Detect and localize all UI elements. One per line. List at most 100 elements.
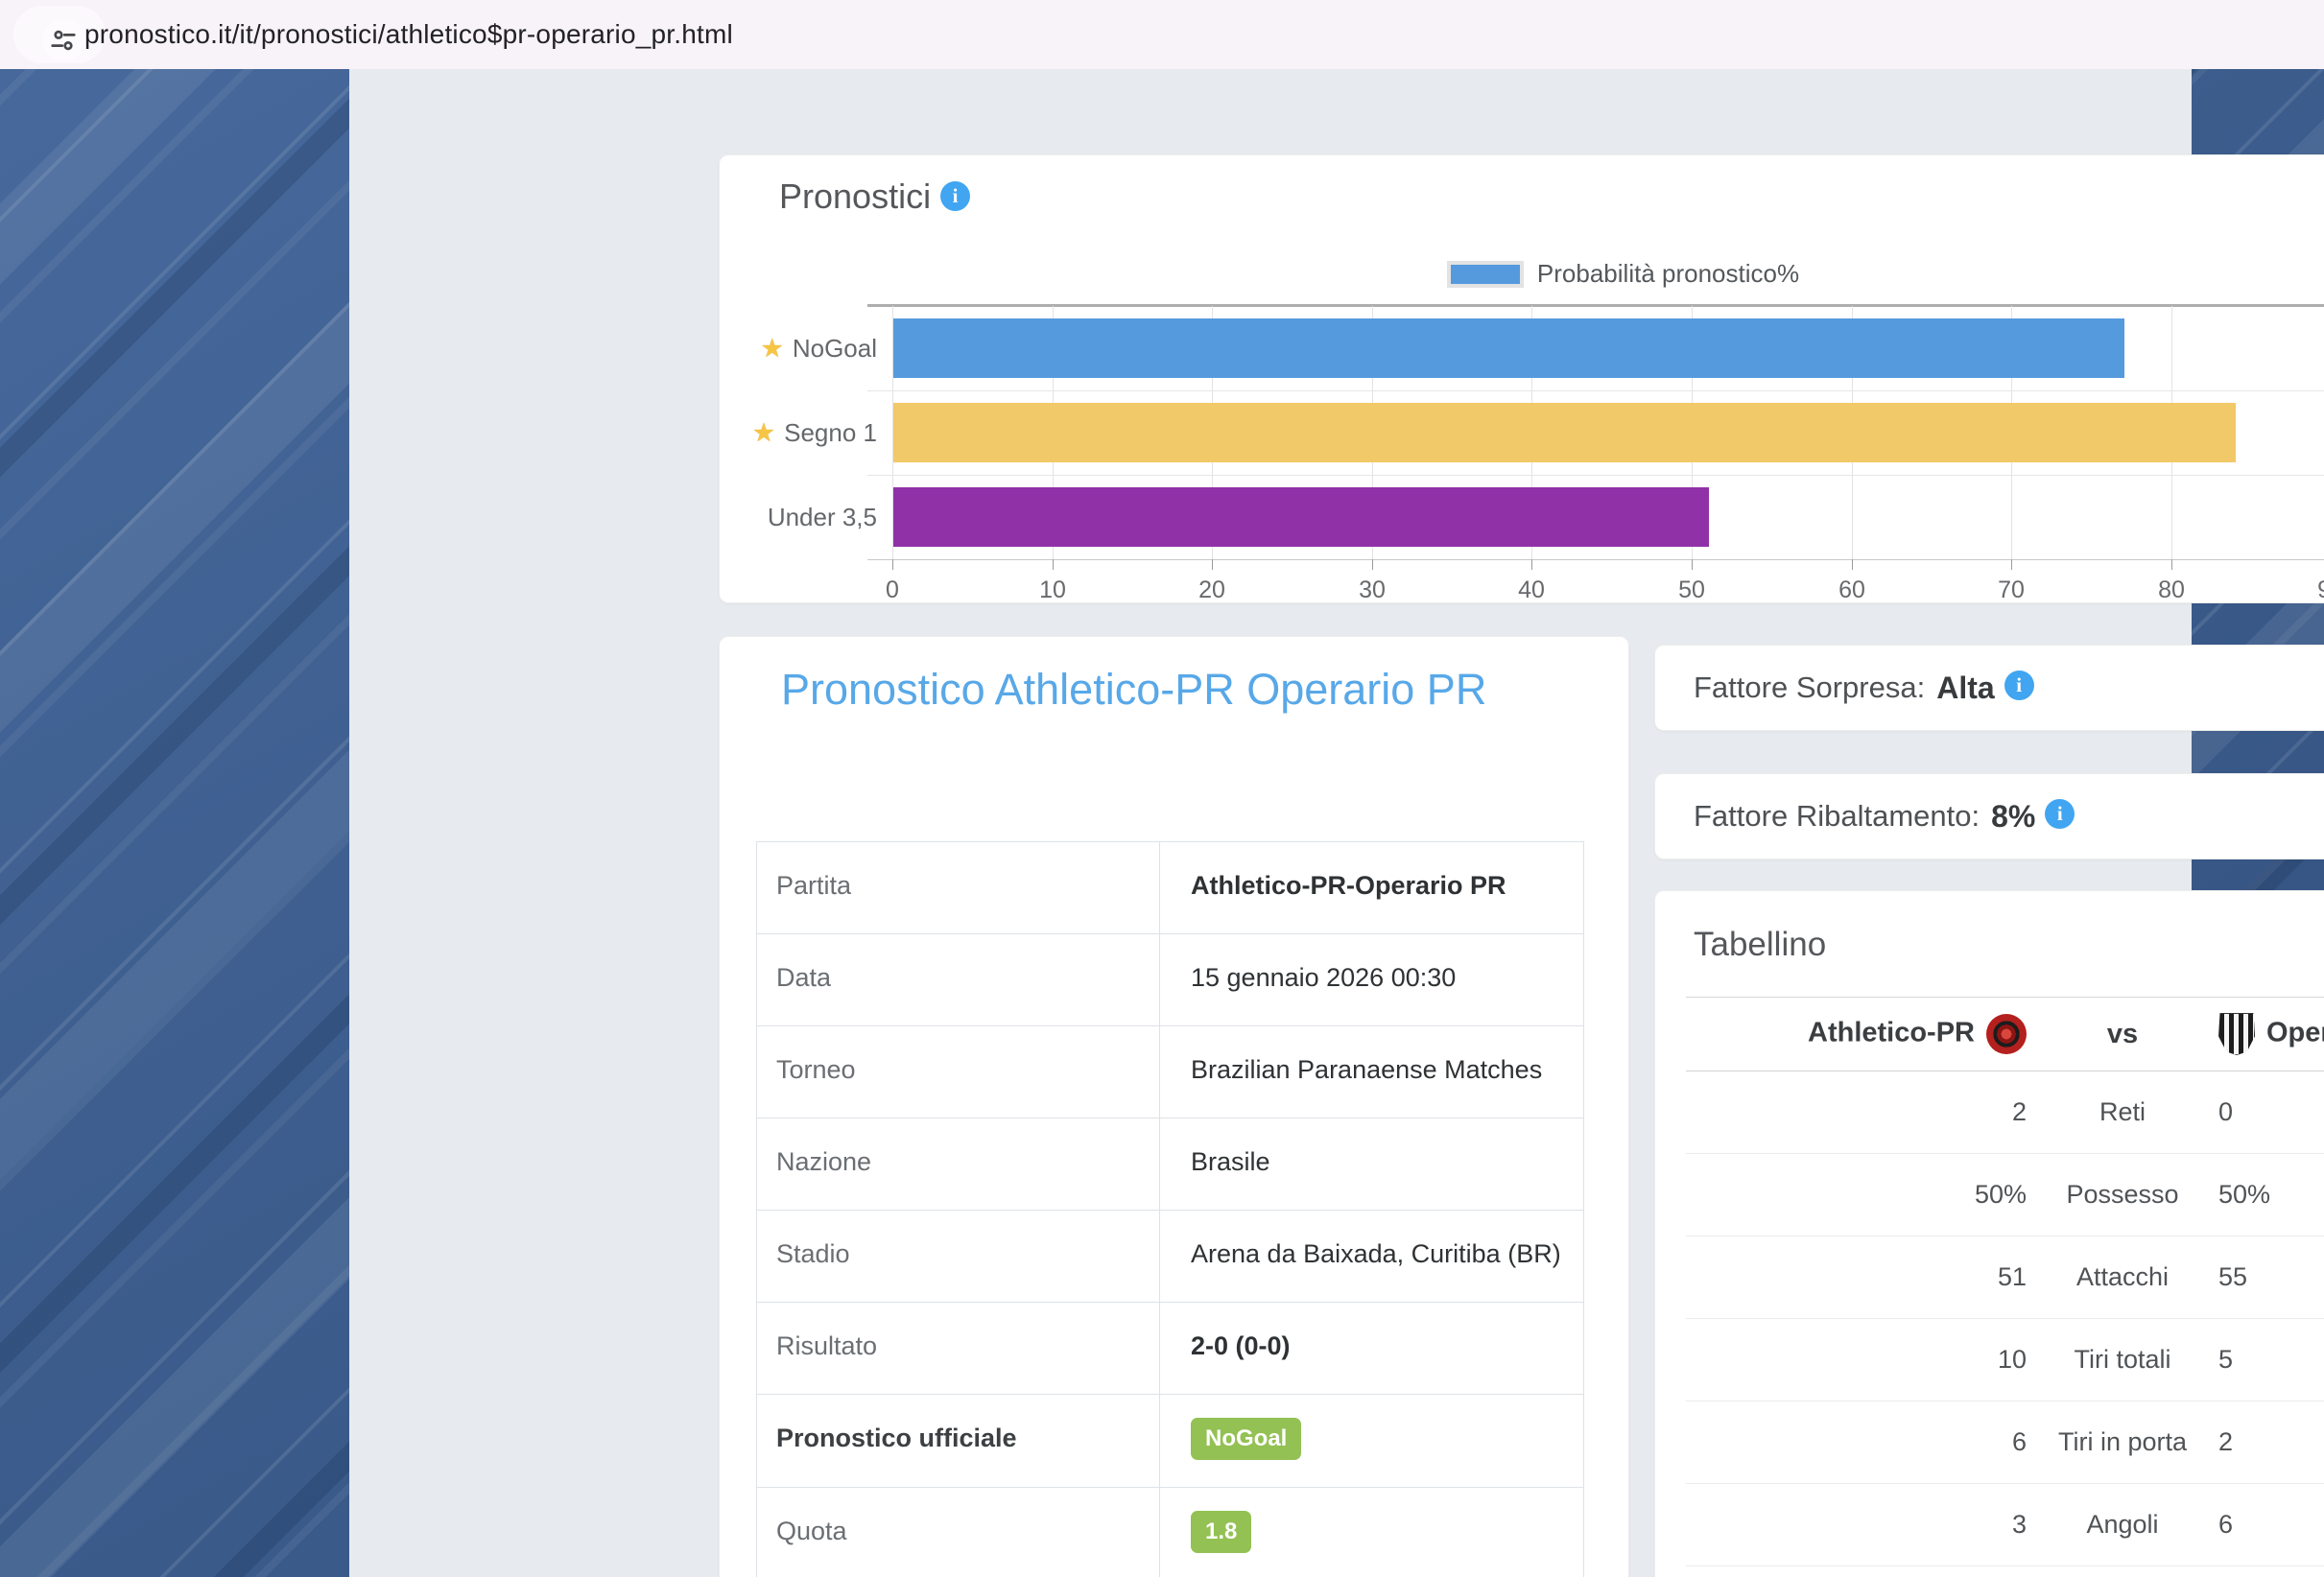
- match-table-row: Data 15 gennaio 2026 00:30: [756, 933, 1584, 1026]
- match-table-row: Torneo Brazilian Paranaense Matches: [756, 1025, 1584, 1118]
- vs-label: vs: [2027, 997, 2218, 1071]
- value-badge: NoGoal: [1191, 1418, 1302, 1460]
- match-table-row: Pronostico ufficiale NoGoal: [756, 1394, 1584, 1488]
- axis-tick-label: 10: [1039, 577, 1066, 603]
- page-content: Pronostici i Probabilità pronostico% 0 10 2…: [349, 69, 2324, 1577]
- row-label: Stadio: [756, 1210, 1160, 1303]
- browser-address-bar[interactable]: pronostico.it/it/pronostici/athletico$pr…: [0, 0, 2324, 69]
- fattore-sorpresa-card: Fattore Sorpresa: Alta i: [1654, 645, 2324, 731]
- tabellino-stat-row: 2 Reti 0: [1686, 1071, 2324, 1154]
- tabellino-card: Tabellino Athletico-PR vs Operario PR 2R…: [1654, 890, 2324, 1577]
- tabellino-stat-row: 3 Angoli 6: [1686, 1483, 2324, 1566]
- axis-tick-label: 40: [1518, 577, 1545, 603]
- axis-tick-label: 50: [1678, 577, 1705, 603]
- row-value: Brazilian Paranaense Matches: [1159, 1025, 1584, 1118]
- axis-tick-label: 0: [886, 577, 899, 603]
- chart-legend[interactable]: Probabilità pronostico%: [720, 259, 2324, 289]
- axis-tick-label: 30: [1359, 577, 1386, 603]
- stat-label: Possesso: [2027, 1153, 2218, 1236]
- stat-label: Reti: [2027, 1071, 2218, 1154]
- chart-title: Pronostici i: [779, 177, 971, 217]
- info-icon[interactable]: i: [940, 180, 971, 211]
- row-value: Arena da Baixada, Curitiba (BR): [1159, 1210, 1584, 1303]
- row-gridline: [867, 475, 2324, 476]
- row-label: Torneo: [756, 1025, 1160, 1118]
- stat-label: Cart. Gialli: [2027, 1565, 2218, 1577]
- category-label: ★ Segno 1: [751, 417, 877, 447]
- away-stat-value: 50%: [2218, 1153, 2324, 1236]
- match-card-title: Pronostico Athletico-PR Operario PR: [781, 665, 1487, 714]
- away-stat-value: 2: [2218, 1400, 2324, 1484]
- category-label: ★ NoGoal: [760, 333, 877, 363]
- axis-tick: [2011, 559, 2012, 570]
- home-stat-value: 2: [1686, 1071, 2027, 1154]
- axis-tick: [1692, 559, 1693, 570]
- star-icon: ★: [751, 417, 776, 447]
- axis-tick: [1053, 559, 1054, 570]
- bar-row: ★ NoGoal: [761, 306, 2324, 390]
- match-table-row: Stadio Arena da Baixada, Curitiba (BR): [756, 1210, 1584, 1303]
- axis-tick: [1212, 559, 1213, 570]
- stat-label: Angoli: [2027, 1483, 2218, 1566]
- fattore-sorpresa-value: Alta: [1936, 670, 1995, 705]
- tabellino-stat-row: 51 Attacchi 55: [1686, 1236, 2324, 1319]
- stat-label: Tiri totali: [2027, 1318, 2218, 1401]
- row-label: Quota: [756, 1487, 1160, 1577]
- bar-Segno 1: [893, 403, 2236, 462]
- axis-tick: [892, 559, 893, 570]
- row-value: Athletico-PR-Operario PR: [1159, 841, 1584, 934]
- match-table-row: Partita Athletico-PR-Operario PR: [756, 841, 1584, 934]
- row-label: Nazione: [756, 1118, 1160, 1211]
- home-stat-value: 2: [1686, 1565, 2027, 1577]
- tabellino-table: Athletico-PR vs Operario PR 2Reti050%Pos…: [1686, 997, 2324, 1577]
- gridline: [892, 306, 893, 559]
- axis-tick-label: 70: [1998, 577, 2025, 603]
- tune-icon[interactable]: [42, 19, 84, 61]
- row-value: 2-0 (0-0): [1159, 1302, 1584, 1395]
- tabellino-stat-row: 6 Tiri in porta 2: [1686, 1400, 2324, 1484]
- row-label: Pronostico ufficiale: [756, 1394, 1160, 1488]
- match-table-row: Quota 1.8: [756, 1487, 1584, 1577]
- axis-tick-label: 20: [1198, 577, 1225, 603]
- site-settings-chip[interactable]: [13, 6, 106, 63]
- athletico-pr-crest-icon: [1986, 1014, 2027, 1054]
- away-stat-value: 0: [2218, 1071, 2324, 1154]
- info-icon[interactable]: i: [2045, 798, 2075, 829]
- row-value: Brasile: [1159, 1118, 1584, 1211]
- match-card: Pronostico Athletico-PR Operario PR Part…: [719, 636, 1629, 1577]
- axis-tick: [1852, 559, 1853, 570]
- category-label: Under 3,5: [767, 502, 877, 531]
- fattore-sorpresa-text: Fattore Sorpresa: Alta i: [1694, 646, 2034, 730]
- info-icon[interactable]: i: [2004, 670, 2034, 700]
- home-team-header: Athletico-PR: [1686, 997, 2027, 1071]
- chart-x-axis: [867, 559, 2324, 560]
- operario-pr-crest-icon: [2218, 1013, 2255, 1055]
- url-text[interactable]: pronostico.it/it/pronostici/athletico$pr…: [84, 19, 733, 49]
- tabellino-title: Tabellino: [1694, 926, 1827, 963]
- home-stat-value: 3: [1686, 1483, 2027, 1566]
- axis-tick: [2171, 559, 2172, 570]
- fattore-ribaltamento-text: Fattore Ribaltamento: 8% i: [1694, 774, 2075, 859]
- axis-tick: [1372, 559, 1373, 570]
- away-team-header: Operario PR: [2218, 997, 2324, 1071]
- tabellino-header-row: Athletico-PR vs Operario PR: [1686, 997, 2324, 1071]
- bar-chart-plot: 0102030405060708090100★NoGoal★Segno 1Und…: [752, 304, 2324, 603]
- stat-label: Tiri in porta: [2027, 1400, 2218, 1484]
- row-label: Partita: [756, 841, 1160, 934]
- axis-tick-label: 60: [1838, 577, 1865, 603]
- tabellino-stat-row: 2Cart. Gialli1: [1686, 1565, 2324, 1577]
- stat-label: Attacchi: [2027, 1236, 2218, 1319]
- axis-tick-label: 90: [2317, 577, 2324, 604]
- bar-Under 3,5: [893, 487, 1709, 547]
- legend-swatch: [1446, 260, 1524, 288]
- match-table-row: Risultato 2-0 (0-0): [756, 1302, 1584, 1395]
- bar-NoGoal: [893, 318, 2124, 378]
- away-stat-value: 6: [2218, 1483, 2324, 1566]
- away-stat-value: 1: [2218, 1565, 2324, 1577]
- match-info-table: Partita Athletico-PR-Operario PR Data 15 ge…: [756, 841, 1584, 1577]
- row-gridline: [867, 390, 2324, 391]
- tabellino-stat-row: 10 Tiri totali 5: [1686, 1318, 2324, 1401]
- row-label: Risultato: [756, 1302, 1160, 1395]
- tabellino-stat-row: 50% Possesso 50%: [1686, 1153, 2324, 1236]
